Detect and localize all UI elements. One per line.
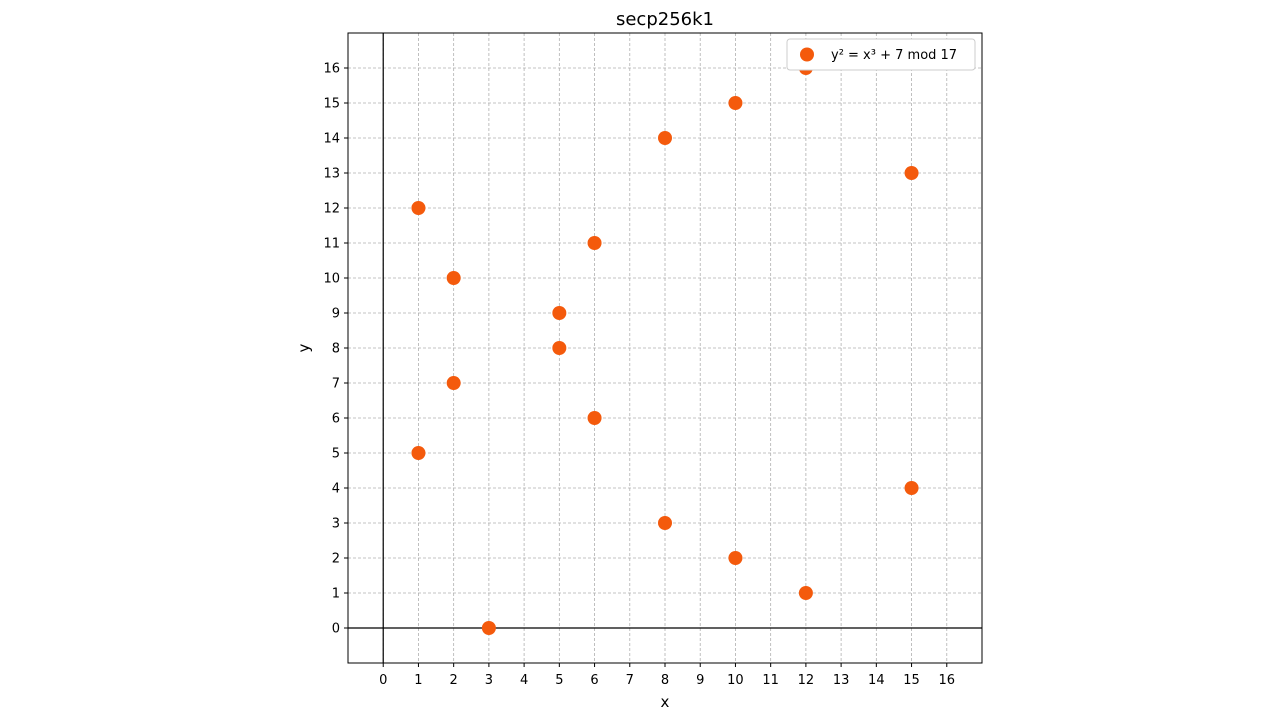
y-tick-label: 8: [332, 342, 340, 357]
data-point: [411, 201, 426, 215]
x-tick-label: 6: [590, 673, 598, 688]
data-point: [446, 271, 461, 285]
y-tick-label: 0: [332, 622, 340, 637]
legend-box: [786, 38, 976, 71]
y-tick-label: 12: [323, 202, 340, 217]
zero-axis-lines: [348, 33, 982, 663]
data-point: [728, 96, 743, 110]
data-point: [904, 166, 919, 180]
data-point: [658, 131, 672, 145]
y-tick-label: 6: [332, 412, 340, 427]
data-point: [552, 341, 567, 355]
y-tick-label: 1: [332, 587, 340, 602]
grid-lines: [348, 33, 982, 663]
y-tick-label: 2: [332, 552, 340, 567]
data-point: [552, 306, 567, 320]
x-tick-label: 8: [661, 673, 669, 688]
data-point: [587, 236, 602, 250]
legend: y² = x³ + 7 mod 17: [786, 38, 976, 71]
x-axis-label: x: [661, 693, 670, 711]
y-tick-label: 5: [332, 447, 340, 462]
data-point: [587, 411, 602, 425]
data-point: [411, 446, 426, 460]
x-tick-label: 14: [868, 673, 885, 688]
x-tick-label: 2: [450, 673, 458, 688]
x-tick-label: 0: [379, 673, 387, 688]
y-tick-label: 14: [323, 132, 340, 147]
x-tick-label: 9: [696, 673, 704, 688]
x-tick-label: 15: [903, 673, 920, 688]
y-tick-label: 7: [332, 377, 340, 392]
data-point: [798, 586, 813, 600]
x-tick-label: 5: [555, 673, 563, 688]
x-tick-label: 3: [485, 673, 493, 688]
y-tick-label: 9: [332, 307, 340, 322]
data-point: [658, 516, 672, 530]
y-tick-label: 16: [323, 62, 340, 77]
x-tick-label: 1: [414, 673, 422, 688]
legend-marker: [800, 47, 814, 62]
x-tick-label: 11: [762, 673, 779, 688]
y-axis-label: y: [295, 343, 313, 352]
y-tick-label: 11: [323, 237, 340, 252]
x-tick-label: 13: [833, 673, 850, 688]
axis-ticks: 0 1 2 3 4 5 6 7 8 9 10 11 12 13 14 15 160123456789101112…: [323, 62, 955, 689]
y-tick-label: 4: [332, 482, 340, 497]
chart-title: secp256k1: [616, 9, 714, 30]
x-tick-label: 16: [939, 673, 956, 688]
data-point: [728, 551, 743, 565]
x-tick-label: 4: [520, 673, 528, 688]
y-tick-label: 13: [323, 167, 340, 182]
y-tick-label: 10: [323, 272, 340, 287]
y-tick-label: 15: [323, 97, 340, 112]
data-point: [446, 376, 461, 390]
y-tick-label: 3: [332, 517, 340, 532]
data-point: [481, 621, 496, 635]
x-tick-label: 10: [727, 673, 744, 688]
legend-label: y² = x³ + 7 mod 17: [831, 48, 957, 63]
data-point: [904, 481, 919, 495]
x-tick-label: 12: [798, 673, 815, 688]
x-tick-label: 7: [626, 673, 634, 688]
